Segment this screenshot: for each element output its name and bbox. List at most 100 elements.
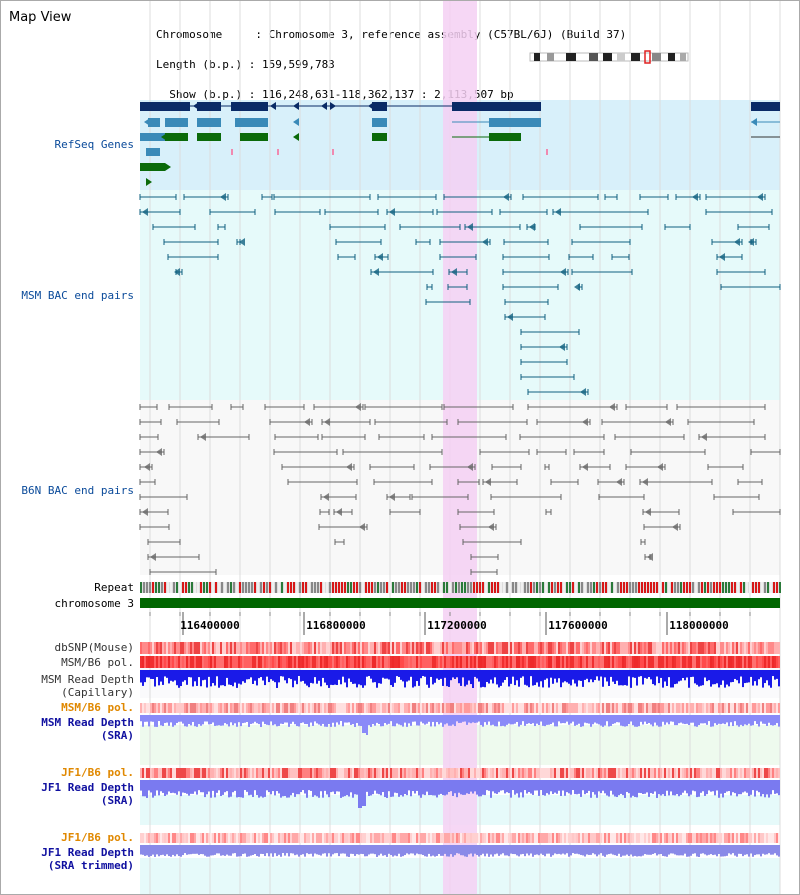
read-depth-bar bbox=[288, 845, 290, 857]
polymorphism-cell bbox=[704, 656, 706, 668]
polymorphism-cell bbox=[552, 703, 554, 713]
polymorphism-cell bbox=[714, 768, 716, 778]
polymorphism-cell bbox=[700, 642, 702, 654]
read-depth-bar bbox=[558, 670, 560, 679]
read-depth-bar bbox=[302, 670, 304, 681]
polymorphism-cell bbox=[340, 656, 342, 668]
read-depth-bar bbox=[214, 670, 216, 686]
polymorphism-cell bbox=[664, 703, 666, 713]
polymorphism-cell bbox=[328, 833, 330, 843]
read-depth-bar bbox=[344, 715, 346, 723]
polymorphism-cell bbox=[702, 656, 704, 668]
read-depth-bar bbox=[720, 670, 722, 685]
polymorphism-cell bbox=[562, 703, 564, 713]
polymorphism-cell bbox=[732, 768, 734, 778]
polymorphism-cell bbox=[326, 642, 328, 654]
polymorphism-cell bbox=[778, 833, 780, 843]
read-depth-bar bbox=[700, 715, 702, 724]
polymorphism-cell bbox=[642, 656, 644, 668]
polymorphism-tracks[interactable] bbox=[140, 642, 780, 843]
polymorphism-cell bbox=[212, 703, 214, 713]
read-depth-bar bbox=[528, 780, 530, 793]
read-depth-bar bbox=[240, 715, 242, 727]
polymorphism-cell bbox=[328, 768, 330, 778]
read-depth-bar bbox=[230, 715, 232, 723]
polymorphism-cell bbox=[310, 656, 312, 668]
read-depth-bar bbox=[372, 780, 374, 795]
polymorphism-cell bbox=[158, 768, 160, 778]
read-depth-bar bbox=[642, 780, 644, 795]
polymorphism-cell bbox=[382, 656, 384, 668]
polymorphism-cell bbox=[294, 642, 296, 654]
chromosome-bar[interactable] bbox=[140, 598, 780, 608]
polymorphism-cell bbox=[668, 642, 670, 654]
read-depth-bar bbox=[678, 780, 680, 797]
polymorphism-cell bbox=[422, 833, 424, 843]
read-depth-bar bbox=[298, 780, 300, 795]
repeat-element bbox=[296, 582, 298, 593]
polymorphism-cell bbox=[388, 642, 390, 654]
polymorphism-cell bbox=[264, 703, 266, 713]
read-depth-tracks[interactable] bbox=[140, 670, 780, 857]
polymorphism-cell bbox=[436, 642, 438, 654]
read-depth-bar bbox=[580, 780, 582, 797]
bac-arrow-icon bbox=[389, 493, 395, 501]
polymorphism-cell bbox=[600, 833, 602, 843]
polymorphism-cell bbox=[260, 833, 262, 843]
polymorphism-cell bbox=[684, 642, 686, 654]
read-depth-bar bbox=[296, 670, 298, 685]
polymorphism-cell bbox=[700, 768, 702, 778]
polymorphism-cell bbox=[196, 703, 198, 713]
read-depth-bar bbox=[368, 670, 370, 677]
repeat-element bbox=[395, 582, 397, 593]
read-depth-bar bbox=[524, 715, 526, 726]
read-depth-bar bbox=[272, 845, 274, 857]
read-depth-bar bbox=[768, 670, 770, 686]
polymorphism-cell bbox=[334, 833, 336, 843]
read-depth-bar bbox=[568, 845, 570, 857]
read-depth-bar bbox=[776, 845, 778, 856]
repeat-element bbox=[506, 582, 508, 593]
polymorphism-cell bbox=[718, 642, 720, 654]
read-depth-bar bbox=[320, 715, 322, 726]
msm-bac-track[interactable] bbox=[139, 193, 781, 396]
read-depth-bar bbox=[382, 715, 384, 727]
polymorphism-cell bbox=[230, 703, 232, 713]
read-depth-bar bbox=[626, 845, 628, 855]
read-depth-bar bbox=[634, 670, 636, 678]
polymorphism-cell bbox=[258, 703, 260, 713]
polymorphism-cell bbox=[456, 703, 458, 713]
polymorphism-cell bbox=[518, 642, 520, 654]
repeat-element bbox=[233, 582, 235, 593]
read-depth-bar bbox=[724, 715, 726, 725]
polymorphism-cell bbox=[320, 642, 322, 654]
read-depth-bar bbox=[160, 715, 162, 726]
polymorphism-cell bbox=[448, 703, 450, 713]
polymorphism-cell bbox=[448, 768, 450, 778]
polymorphism-cell bbox=[750, 768, 752, 778]
read-depth-bar bbox=[684, 845, 686, 854]
read-depth-bar bbox=[588, 845, 590, 855]
read-depth-bar bbox=[284, 845, 286, 856]
polymorphism-cell bbox=[290, 656, 292, 668]
read-depth-bar bbox=[166, 670, 168, 678]
polymorphism-cell bbox=[516, 768, 518, 778]
read-depth-bar bbox=[298, 845, 300, 857]
read-depth-bar bbox=[294, 670, 296, 681]
polymorphism-cell bbox=[700, 656, 702, 668]
polymorphism-cell bbox=[630, 656, 632, 668]
read-depth-bar bbox=[360, 670, 362, 686]
polymorphism-cell bbox=[266, 833, 268, 843]
polymorphism-cell bbox=[166, 833, 168, 843]
repeat-element bbox=[728, 582, 730, 593]
polymorphism-cell bbox=[268, 703, 270, 713]
read-depth-bar bbox=[652, 670, 654, 685]
repeat-track[interactable] bbox=[140, 582, 781, 593]
repeat-element bbox=[629, 582, 631, 593]
polymorphism-cell bbox=[754, 703, 756, 713]
polymorphism-cell bbox=[738, 768, 740, 778]
bac-arrow-icon bbox=[719, 253, 725, 261]
read-depth-bar bbox=[520, 670, 522, 678]
b6n-bac-track[interactable] bbox=[139, 403, 781, 575]
read-depth-bar bbox=[658, 845, 660, 855]
